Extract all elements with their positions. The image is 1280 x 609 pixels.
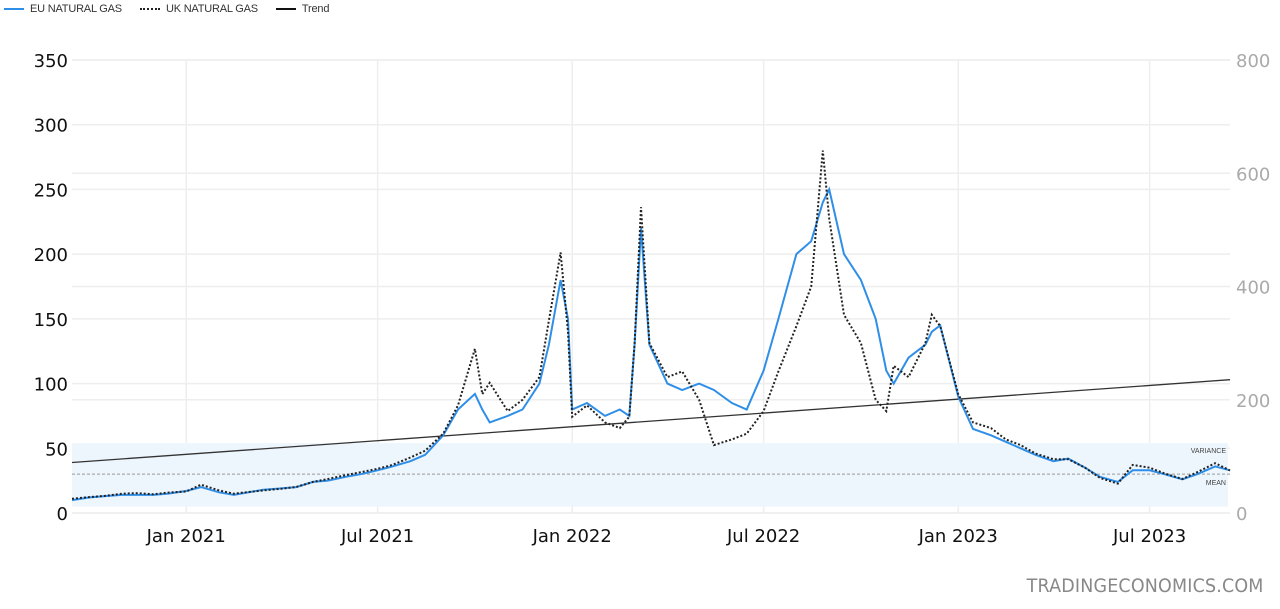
svg-text:0: 0 [57,504,68,525]
svg-text:Jan 2023: Jan 2023 [918,526,998,547]
svg-text:150: 150 [34,310,68,331]
svg-text:Jan 2022: Jan 2022 [532,526,612,547]
variance-label: VARIANCE [1191,448,1227,455]
svg-text:Jan 2021: Jan 2021 [146,526,226,547]
svg-text:50: 50 [45,439,68,460]
legend-item-trend[interactable]: Trend [275,3,330,15]
y-axis-right: 0 200 400 600 800 [1236,51,1270,525]
svg-text:Jul 2022: Jul 2022 [726,526,800,547]
variance-band [72,443,1228,507]
svg-text:800: 800 [1236,51,1270,72]
x-axis: Jan 2021 Jul 2021 Jan 2022 Jul 2022 Jan 2023… [146,526,1187,547]
svg-text:300: 300 [34,116,68,137]
legend-item-eu[interactable]: EU NATURAL GAS [4,3,122,15]
svg-text:200: 200 [1236,391,1270,412]
legend-eu-swatch [4,8,24,10]
svg-text:Jul 2023: Jul 2023 [1112,526,1186,547]
legend-eu-label: EU NATURAL GAS [30,3,122,15]
svg-text:0: 0 [1236,504,1247,525]
svg-text:250: 250 [34,180,68,201]
y-axis-left: 0 50 100 150 200 250 300 350 [34,51,68,525]
svg-text:Jul 2021: Jul 2021 [340,526,414,547]
uk-gas-series [71,150,1231,500]
svg-text:600: 600 [1236,164,1270,185]
svg-text:100: 100 [34,375,68,396]
legend-item-uk[interactable]: UK NATURAL GAS [139,3,258,15]
svg-text:200: 200 [34,245,68,266]
watermark: TRADINGECONOMICS.COM [1027,575,1264,597]
chart-legend: EU NATURAL GAS UK NATURAL GAS Trend [4,3,347,15]
legend-uk-swatch [139,8,160,10]
legend-trend-swatch [275,8,296,10]
svg-text:400: 400 [1236,278,1270,299]
legend-trend-label: Trend [301,3,330,15]
svg-text:350: 350 [34,51,68,72]
legend-uk-label: UK NATURAL GAS [165,3,258,15]
grid-lines [72,59,1230,514]
trend-line [71,379,1231,464]
mean-label: MEAN [1206,480,1226,487]
